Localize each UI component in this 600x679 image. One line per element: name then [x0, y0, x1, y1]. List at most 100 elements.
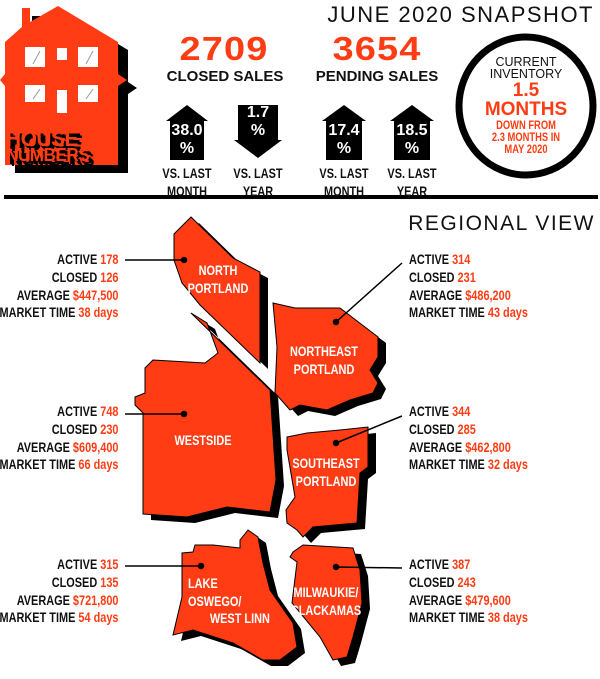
region-name-line: PORTLAND — [295, 472, 357, 489]
stat-value: 243 — [457, 573, 476, 590]
stats-milwaukie-clackamas: ACTIVE 387 CLOSED 243 AVERAGE $479,600 MARK… — [409, 556, 528, 627]
stat-label: CLOSED — [409, 573, 455, 590]
stats-westside: ACTIVE 748 CLOSED 230 AVERAGE $609,400 MARK… — [0, 403, 118, 474]
stat-label: MARKET TIME — [0, 456, 75, 473]
stat-value: 135 — [99, 573, 118, 590]
stat-row-market-time: MARKET TIME 66 days — [0, 456, 118, 474]
region-label-westside: WESTSIDE — [164, 432, 242, 450]
stat-value: 178 — [99, 251, 118, 267]
page-title: JUNE 2020 SNAPSHOT — [327, 2, 594, 27]
inventory-heading: INVENTORY — [489, 67, 563, 81]
inventory-block: CURRENT INVENTORY 1.5 MONTHS DOWN FROM 2… — [461, 56, 591, 155]
region-map — [125, 216, 403, 666]
region-name-line: CLACKAMAS — [290, 601, 362, 618]
stat-row-market-time: MARKET TIME 43 days — [409, 304, 528, 322]
stat-row-average: AVERAGE $609,400 — [0, 439, 118, 457]
stat-value: 748 — [99, 403, 118, 419]
stat-row-average: AVERAGE $486,200 — [409, 287, 528, 305]
stat-value: 387 — [452, 556, 471, 572]
stat-label: CLOSED — [409, 420, 455, 437]
stat-label: AVERAGE — [16, 438, 70, 455]
stat-row-average: AVERAGE $479,600 — [409, 592, 528, 610]
stat-row-market-time: MARKET TIME 54 days — [0, 609, 118, 627]
region-name-line: NORTHEAST — [290, 343, 358, 359]
region-northeast-portland — [272, 302, 379, 411]
leader-lines — [125, 256, 403, 571]
closed-year-caption: VS. LAST YEAR — [227, 164, 289, 200]
region-milwaukie-clackamas — [289, 544, 363, 661]
stat-value: 315 — [99, 556, 118, 572]
stat-value: 314 — [452, 251, 471, 267]
inventory-note: DOWN FROM — [496, 118, 556, 132]
change-unit: % — [179, 140, 195, 157]
inventory-note: 2.3 MONTHS IN — [491, 130, 561, 144]
stat-label: ACTIVE — [409, 556, 450, 572]
stat-value: 32 days — [487, 456, 528, 473]
stats-southeast-portland: ACTIVE 344 CLOSED 285 AVERAGE $462,800 MARK… — [409, 403, 528, 474]
region-label-northeast-portland: NORTHEAST PORTLAND — [285, 343, 363, 378]
stat-row-closed: CLOSED 243 — [409, 574, 528, 592]
stat-value: 66 days — [77, 456, 118, 473]
logo-line-2: NUMBERS — [6, 145, 90, 165]
stat-value: 126 — [99, 268, 118, 285]
stat-row-market-time: MARKET TIME 38 days — [0, 304, 118, 322]
stat-label: ACTIVE — [56, 556, 97, 572]
closed-year-change: 1.7 % — [233, 104, 283, 140]
region-label-north-portland: NORTH PORTLAND — [179, 262, 257, 297]
region-name-line: SOUTHEAST — [292, 455, 360, 471]
region-westside — [134, 312, 277, 518]
stat-value: 38 days — [77, 304, 118, 321]
region-label-lake-oswego: LAKE OSWEGO/ WEST LINN — [188, 575, 270, 628]
region-name-line: WESTSIDE — [174, 432, 232, 448]
stat-label: MARKET TIME — [409, 304, 485, 321]
region-label-milwaukie-clackamas: MILWAUKIE/ CLACKAMAS — [287, 584, 365, 619]
pending-sales-value: 3654 — [332, 30, 422, 67]
region-name-line: MILWAUKIE/ — [293, 584, 359, 600]
stat-label: ACTIVE — [56, 251, 97, 267]
stats-north-portland: ACTIVE 178 CLOSED 126 AVERAGE $447,500 MARK… — [0, 251, 118, 322]
pending-year-change: 18.5 % — [387, 122, 437, 158]
stat-row-active: ACTIVE 178 — [0, 251, 118, 269]
house-icon — [0, 6, 137, 173]
arrow-up-icon — [390, 105, 434, 160]
stat-row-closed: CLOSED 231 — [409, 269, 528, 287]
stat-row-average: AVERAGE $462,800 — [409, 439, 528, 457]
change-unit: % — [336, 140, 352, 157]
caption-line: MONTH — [323, 183, 365, 199]
stat-row-market-time: MARKET TIME 32 days — [409, 456, 528, 474]
inventory-value: 1.5 — [512, 80, 540, 101]
stat-value: $462,800 — [465, 438, 511, 455]
caption-line: MONTH — [166, 183, 208, 199]
section-title: REGIONAL VIEW — [408, 212, 595, 235]
stat-value: 43 days — [487, 304, 528, 321]
stat-label: AVERAGE — [16, 286, 70, 303]
stat-row-active: ACTIVE 344 — [409, 403, 528, 421]
pending-sales-label: PENDING SALES — [315, 68, 439, 85]
region-name-line: PORTLAND — [293, 360, 355, 377]
stat-label: CLOSED — [51, 420, 97, 437]
change-value: 38.0 — [171, 122, 203, 139]
section-divider — [4, 195, 598, 199]
stat-value: 344 — [452, 403, 471, 419]
inventory-unit: MONTHS — [484, 99, 568, 120]
stat-value: $609,400 — [72, 438, 118, 455]
stat-label: ACTIVE — [409, 251, 450, 267]
stat-label: ACTIVE — [56, 403, 97, 419]
stats-lake-oswego-west-linn: ACTIVE 315 CLOSED 135 AVERAGE $721,800 MARK… — [0, 556, 118, 627]
stat-label: CLOSED — [51, 268, 97, 285]
stat-label: AVERAGE — [409, 591, 463, 608]
closed-month-change: 38.0 % — [162, 122, 212, 158]
logo-text: HOUSE NUMBERS — [6, 128, 90, 165]
stat-row-active: ACTIVE 315 — [0, 556, 118, 574]
change-value: 1.7 — [246, 104, 270, 121]
region-name-line: NORTH — [198, 262, 238, 278]
stat-row-closed: CLOSED 285 — [409, 421, 528, 439]
pending-month-caption: VS. LAST MONTH — [313, 164, 375, 200]
caption-line: VS. LAST — [233, 165, 283, 181]
closed-sales-value: 2709 — [179, 30, 269, 67]
caption-line: YEAR — [242, 183, 274, 199]
caption-line: VS. LAST — [387, 165, 437, 181]
stat-row-active: ACTIVE 748 — [0, 403, 118, 421]
pending-year-caption: VS. LAST YEAR — [381, 164, 443, 200]
